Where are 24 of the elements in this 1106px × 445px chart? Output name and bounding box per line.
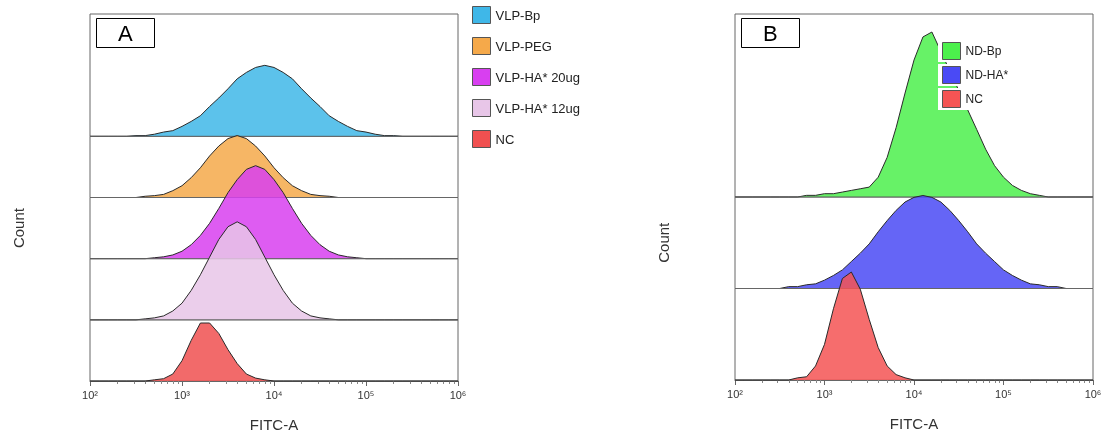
y-axis-title: Count: [9, 207, 27, 249]
x-tick-label: 10²: [727, 387, 744, 400]
x-tick-label: 10⁴: [265, 388, 283, 401]
x-tick-label: 10³: [816, 387, 833, 400]
x-tick-label: 10⁵: [357, 388, 375, 401]
chart-title: B: [763, 20, 778, 46]
legend-label: VLP-Bp: [495, 7, 541, 23]
x-axis-title: FITC-A: [249, 416, 299, 433]
x-tick-label: 10³: [174, 388, 191, 401]
legend-label: ND-HA*: [965, 68, 1009, 82]
x-tick-label: 10²: [82, 388, 99, 401]
legend-label: ND-Bp: [965, 44, 1002, 58]
legend-label: VLP-PEG: [495, 38, 552, 54]
legend-label: NC: [495, 131, 515, 147]
legend-label: VLP-HA* 20ug: [495, 69, 581, 85]
x-tick-label: 10⁶: [449, 388, 467, 401]
x-tick-label: 10⁴: [905, 387, 923, 400]
legend-label: VLP-HA* 12ug: [495, 100, 581, 116]
x-axis-title: FITC-A: [889, 415, 939, 432]
x-tick-label: 10⁶: [1084, 387, 1102, 400]
chart-title: A: [118, 20, 133, 46]
legend-label: NC: [965, 92, 984, 106]
x-tick-label: 10⁵: [995, 387, 1012, 400]
y-axis-title: Count: [654, 221, 672, 263]
